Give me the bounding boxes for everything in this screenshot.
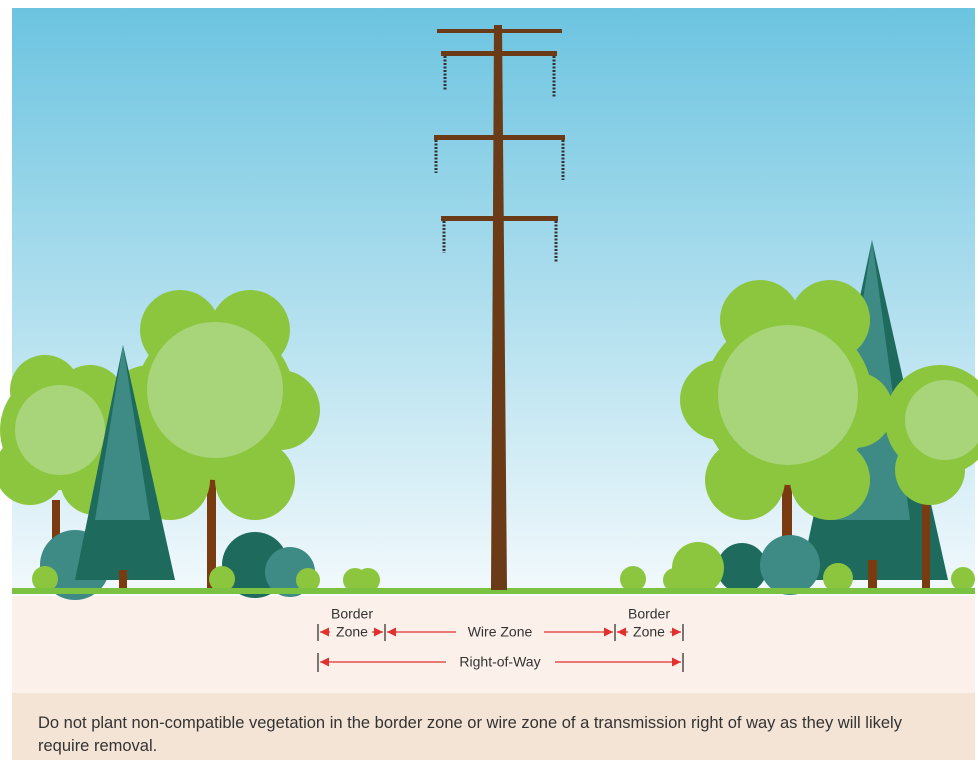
page: Border Zone Wire Zone Border Zone Right-… xyxy=(0,0,978,774)
zone-label: Wire Zone xyxy=(468,624,533,640)
illustration: Border Zone Wire Zone Border Zone Right-… xyxy=(0,0,978,774)
zone-label: Zone xyxy=(336,624,368,640)
caption: Do not plant non-compatible vegetation i… xyxy=(38,712,953,758)
zone-label: Right-of-Way xyxy=(459,654,540,670)
zone-label: Border xyxy=(628,606,670,622)
zone-label: Zone xyxy=(633,624,665,640)
ground xyxy=(12,596,975,693)
zone-label: Border xyxy=(331,606,373,622)
